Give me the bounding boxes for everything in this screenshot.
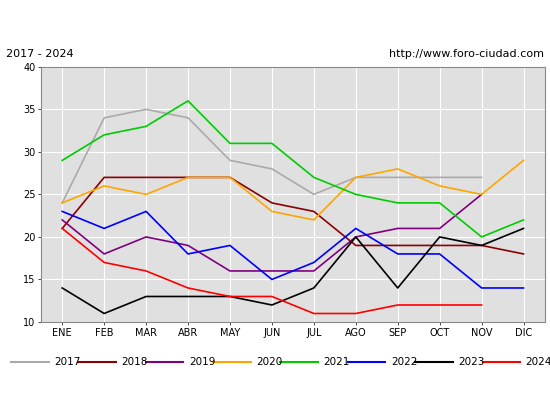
Text: 2021: 2021	[323, 358, 350, 367]
Text: 2024: 2024	[526, 358, 550, 367]
Text: 2018: 2018	[122, 358, 148, 367]
Text: 2019: 2019	[189, 358, 215, 367]
Text: 2020: 2020	[256, 358, 282, 367]
Text: Evolucion del paro registrado en Sasamón: Evolucion del paro registrado en Sasamón	[120, 14, 430, 30]
Text: 2017: 2017	[54, 358, 80, 367]
Text: 2022: 2022	[391, 358, 417, 367]
Text: 2017 - 2024: 2017 - 2024	[6, 49, 73, 59]
Text: http://www.foro-ciudad.com: http://www.foro-ciudad.com	[389, 49, 544, 59]
Text: 2023: 2023	[458, 358, 485, 367]
